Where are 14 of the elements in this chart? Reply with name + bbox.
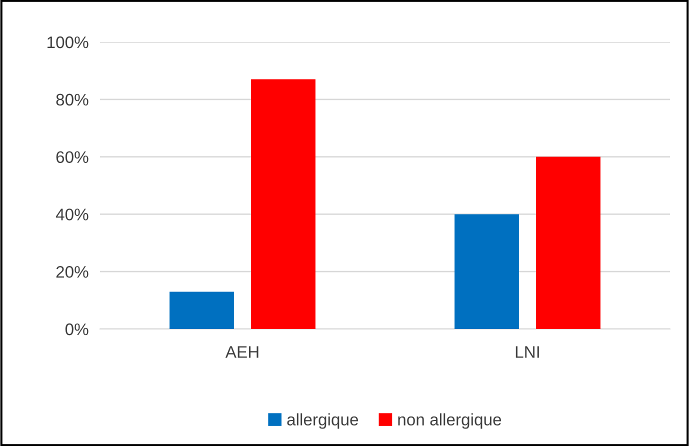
x-tick-label: AEH — [225, 346, 258, 358]
y-tick-label: 80% — [56, 94, 88, 106]
y-tick-label: 60% — [56, 151, 88, 164]
bar — [251, 79, 316, 329]
y-tick-label: 100% — [48, 36, 88, 48]
y-tick-label: 0% — [65, 323, 88, 336]
y-tick-label: 40% — [56, 208, 88, 220]
x-tick-label: LNI — [516, 346, 539, 358]
legend-label: allergique — [287, 413, 358, 429]
bar — [536, 156, 600, 329]
bar — [170, 292, 234, 329]
bar — [454, 214, 519, 329]
y-tick-label: 20% — [56, 266, 88, 278]
legend-label: non allergique — [398, 413, 502, 429]
